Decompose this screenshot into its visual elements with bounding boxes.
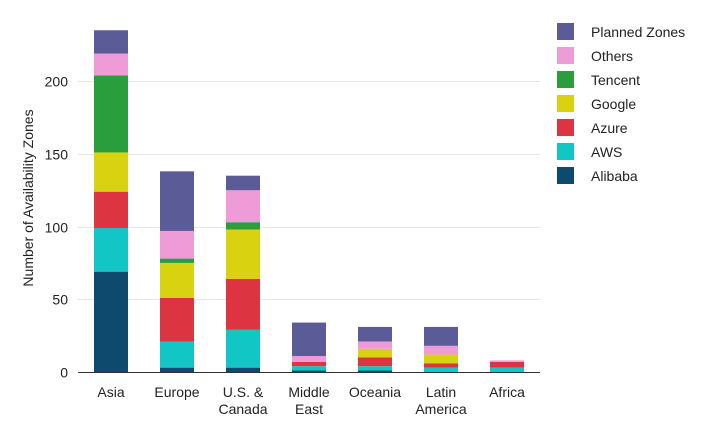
legend-label: Azure [591,120,628,136]
y-tick-label: 50 [52,292,68,308]
legend-swatch [557,119,574,136]
bar-segment [226,175,260,191]
y-tick-label: 100 [45,220,69,236]
bar-segment [424,345,458,355]
legend-swatch [557,23,574,40]
x-tick-label-line: East [295,401,323,417]
x-tick-label-line: Oceania [349,384,401,400]
x-tick-label-line: Latin [426,384,456,400]
x-tick-label: Latin America [415,384,467,417]
bar-segment [160,262,194,298]
x-tick-label-line: Africa [489,384,525,400]
legend-swatch [557,95,574,112]
x-tick-label: Africa [489,384,525,400]
x-tick-label-line: America [415,401,467,417]
bar-segment [160,297,194,342]
legend-swatch [557,47,574,64]
x-tick-label: Middle East [288,384,329,417]
bar-segment [292,356,326,362]
bar-segment [358,341,392,349]
legend-swatch [557,143,574,160]
bar-segment [358,348,392,358]
bar-segment [94,191,128,229]
bar-segment [94,53,128,76]
bar-segment [160,341,194,368]
legend-label: Tencent [591,72,640,88]
bar-segment [160,171,194,231]
x-tick-label-line: Canada [218,401,267,417]
bar-segment [94,271,128,372]
bar-segment [358,366,392,371]
bar-segment [226,278,260,330]
legend-label: AWS [591,144,622,160]
y-tick-label: 0 [60,365,68,381]
y-tick-label: 150 [45,147,69,163]
x-tick-label-line: U.S. & [223,384,264,400]
bar-segment [292,322,326,357]
legend-label: Planned Zones [591,24,685,40]
bar-segment [490,361,524,368]
bar-segment [358,357,392,367]
legend-swatch [557,71,574,88]
bar-segment [358,370,392,372]
x-tick-label: Asia [97,384,124,400]
y-tick-label: 200 [45,74,69,90]
y-axis-label: Number of Availability Zones [20,109,36,286]
bar-segment [292,366,326,371]
bar-segment [94,30,128,54]
bar-segment [292,370,326,372]
bar-segment [424,363,458,368]
y-tick-labels: 0 50 100 150 200 [45,74,69,381]
bar-segment [94,75,128,153]
x-tick-label: Oceania [349,384,401,400]
legend-swatch [557,167,574,184]
bar-segment [490,360,524,362]
bar-segment [226,190,260,223]
gridlines [78,81,540,300]
x-tick-label-line: Middle [288,384,329,400]
bar-segment [160,367,194,372]
bar-segment [94,152,128,192]
bar-segment [226,229,260,279]
bar-segment [358,326,392,342]
bar-segment [226,367,260,372]
bar-segment [160,230,194,259]
bar-segment [424,326,458,346]
legend-label: Others [591,48,633,64]
legend: Planned Zones Others Tencent Google Azure AWS… [557,23,685,184]
bar-segment [226,222,260,230]
x-tick-label: U.S. & Canada [218,384,267,417]
bar-segment [292,361,326,367]
x-tick-labels: Asia Europe U.S. & Canada Middle East Oceania L… [97,384,525,417]
bar-segment [490,367,524,372]
x-tick-label-line: Asia [97,384,124,400]
bar-segment [94,228,128,272]
bar-segment [226,329,260,368]
bar-segment [424,354,458,364]
x-tick-label-line: Europe [154,384,199,400]
legend-label: Google [591,96,636,112]
legend-label: Alibaba [591,168,638,184]
bar-segment [160,258,194,263]
bars [94,30,524,372]
x-tick-label: Europe [154,384,199,400]
bar-segment [424,367,458,372]
